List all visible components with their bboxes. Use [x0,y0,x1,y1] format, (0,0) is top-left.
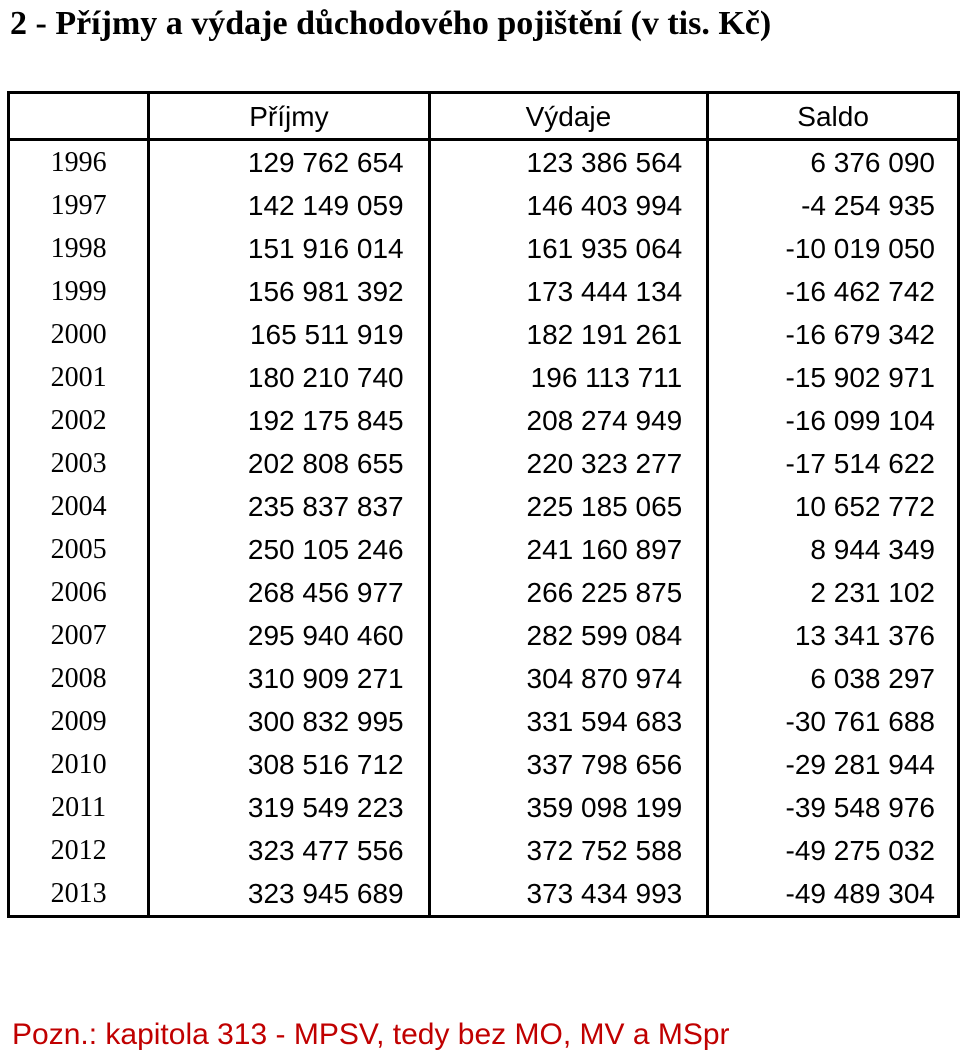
prijmy-cell: 202 808 655 [148,442,431,485]
table-row: 2011 319 549 223 359 098 199 -39 548 976 [8,786,959,829]
saldo-cell: -30 761 688 [785,706,935,737]
vydaje-cell: 196 113 711 [429,356,710,399]
saldo-cell: -10 019 050 [785,233,935,264]
table-row: 2000 165 511 919 182 191 261 -16 679 342 [8,313,959,356]
saldo-cell: 13 341 376 [794,620,935,651]
year-cell: 2011 [8,786,151,829]
table-row: 1996 129 762 654 123 386 564 6 376 090 [8,139,959,184]
year-cell: 2008 [8,657,151,700]
prijmy-cell: 300 832 995 [148,700,431,743]
prijmy-cell: 310 909 271 [148,657,431,700]
year-cell: 1999 [8,270,151,313]
table-row: 1997 142 149 059 146 403 994 -4 254 935 [8,184,959,227]
vydaje-cell: 220 323 277 [429,442,710,485]
saldo-cell: -29 281 944 [785,749,935,780]
table-row: 2006 268 456 977 266 225 875 2 231 102 [8,571,959,614]
table-row: 2004 235 837 837 225 185 065 10 652 772 [8,485,959,528]
year-cell: 2004 [8,485,151,528]
table-row: 2008 310 909 271 304 870 974 6 038 297 [8,657,959,700]
table-header-row: Příjmy Výdaje Saldo [8,92,959,141]
vydaje-cell: 372 752 588 [429,829,710,872]
data-table: Příjmy Výdaje Saldo 1996 129 762 654 123 3… [7,91,960,918]
year-cell: 2006 [8,571,151,614]
year-cell: 2003 [8,442,151,485]
column-header-saldo: Saldo [707,92,959,141]
saldo-cell: 2 231 102 [810,577,935,608]
vydaje-cell: 282 599 084 [429,614,710,657]
saldo-cell: 6 038 297 [810,663,935,694]
year-cell: 2001 [8,356,151,399]
vydaje-cell: 225 185 065 [429,485,710,528]
year-cell: 2012 [8,829,151,872]
vydaje-cell: 173 444 134 [429,270,710,313]
saldo-cell: 6 376 090 [810,147,935,178]
vydaje-cell: 182 191 261 [429,313,710,356]
year-cell: 2010 [8,743,151,786]
table-row: 2002 192 175 845 208 274 949 -16 099 104 [8,399,959,442]
table-row: 2007 295 940 460 282 599 084 13 341 376 [8,614,959,657]
prijmy-cell: 319 549 223 [148,786,431,829]
prijmy-cell: 180 210 740 [148,356,431,399]
table-row: 2001 180 210 740 196 113 711 -15 902 971 [8,356,959,399]
saldo-cell: -4 254 935 [801,190,935,221]
year-cell: 2000 [8,313,151,356]
year-cell: 1996 [8,139,151,184]
year-cell: 1998 [8,227,151,270]
table-row: 2010 308 516 712 337 798 656 -29 281 944 [8,743,959,786]
prijmy-cell: 250 105 246 [148,528,431,571]
column-header-prijmy: Příjmy [148,92,431,141]
vydaje-cell: 266 225 875 [429,571,710,614]
vydaje-cell: 241 160 897 [429,528,710,571]
saldo-cell: 10 652 772 [794,491,935,522]
saldo-cell: -16 462 742 [785,276,935,307]
saldo-cell: -49 489 304 [785,878,935,909]
vydaje-cell: 146 403 994 [429,184,710,227]
table-row: 2005 250 105 246 241 160 897 8 944 349 [8,528,959,571]
page-title: 2 - Příjmy a výdaje důchodového pojištěn… [10,5,772,42]
year-cell: 1997 [8,184,151,227]
saldo-cell: -16 099 104 [785,405,935,436]
prijmy-cell: 165 511 919 [148,313,431,356]
prijmy-cell: 156 981 392 [148,270,431,313]
prijmy-cell: 235 837 837 [148,485,431,528]
prijmy-cell: 129 762 654 [148,139,431,184]
table-row: 2013 323 945 689 373 434 993 -49 489 304 [8,872,959,917]
prijmy-cell: 323 945 689 [148,872,431,917]
saldo-cell: -49 275 032 [785,835,935,866]
prijmy-cell: 268 456 977 [148,571,431,614]
vydaje-cell: 337 798 656 [429,743,710,786]
saldo-cell: -39 548 976 [785,792,935,823]
vydaje-cell: 123 386 564 [429,139,710,184]
table-row: 2003 202 808 655 220 323 277 -17 514 622 [8,442,959,485]
table-row: 1999 156 981 392 173 444 134 -16 462 742 [8,270,959,313]
column-header-year [8,92,151,141]
prijmy-cell: 142 149 059 [148,184,431,227]
column-header-vydaje: Výdaje [429,92,710,141]
year-cell: 2007 [8,614,151,657]
vydaje-cell: 161 935 064 [429,227,710,270]
saldo-cell: -16 679 342 [785,319,935,350]
year-cell: 2009 [8,700,151,743]
prijmy-cell: 308 516 712 [148,743,431,786]
year-cell: 2013 [8,872,151,917]
footnote: Pozn.: kapitola 313 - MPSV, tedy bez MO,… [12,1018,730,1051]
vydaje-cell: 331 594 683 [429,700,710,743]
table-row: 2009 300 832 995 331 594 683 -30 761 688 [8,700,959,743]
table-row: 2012 323 477 556 372 752 588 -49 275 032 [8,829,959,872]
saldo-cell: 8 944 349 [810,534,935,565]
saldo-cell: -17 514 622 [785,448,935,479]
table-body: 1996 129 762 654 123 386 564 6 376 090 1997 1… [8,139,959,917]
prijmy-cell: 323 477 556 [148,829,431,872]
prijmy-cell: 295 940 460 [148,614,431,657]
year-cell: 2002 [8,399,151,442]
vydaje-cell: 304 870 974 [429,657,710,700]
prijmy-cell: 151 916 014 [148,227,431,270]
year-cell: 2005 [8,528,151,571]
table-row: 1998 151 916 014 161 935 064 -10 019 050 [8,227,959,270]
saldo-cell: -15 902 971 [785,362,935,393]
vydaje-cell: 208 274 949 [429,399,710,442]
prijmy-cell: 192 175 845 [148,399,431,442]
vydaje-cell: 373 434 993 [429,872,710,917]
vydaje-cell: 359 098 199 [429,786,710,829]
